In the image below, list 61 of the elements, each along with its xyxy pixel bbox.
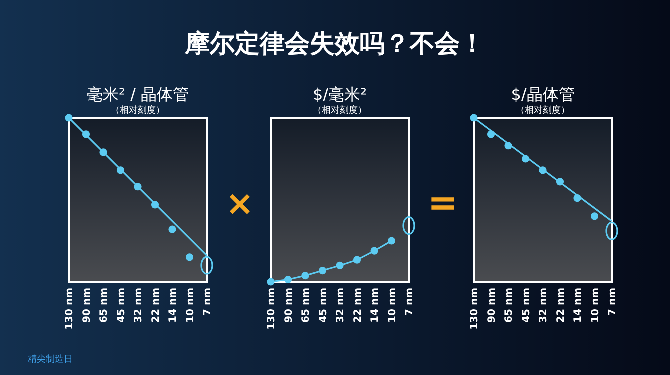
point xyxy=(186,254,194,262)
text: 精尖制造日 xyxy=(28,354,73,365)
x-tick-label: 90 nm xyxy=(284,288,295,323)
x-tick-label: 130 nm xyxy=(64,288,76,330)
point xyxy=(590,212,599,220)
point xyxy=(318,266,327,275)
point xyxy=(100,148,108,156)
x-tick-label: 10 nm xyxy=(185,288,196,323)
point xyxy=(284,276,292,284)
x-tick-label: 90 nm xyxy=(82,288,93,323)
x-tick-label: 32 nm xyxy=(538,288,550,323)
x-tick-label: 7 nm xyxy=(404,288,416,316)
text: = xyxy=(428,183,458,224)
x-tick-label: 65 nm xyxy=(301,288,312,323)
point xyxy=(134,183,142,191)
chart-title: $/晶体管 xyxy=(511,85,575,104)
x-tick-label: 7 nm xyxy=(202,288,214,316)
x-tick-label: 130 nm xyxy=(470,288,480,330)
x-tick-label: 130 nm xyxy=(266,288,278,330)
x-tick-label: 65 nm xyxy=(99,288,110,323)
point xyxy=(151,201,160,209)
x-tick-label: 32 nm xyxy=(336,288,346,323)
x-tick-label: 45 nm xyxy=(116,288,128,323)
point xyxy=(302,272,310,280)
point xyxy=(504,142,512,150)
text: 摩尔定律会失效吗？不会！ xyxy=(184,29,485,58)
point xyxy=(82,130,90,138)
point xyxy=(370,247,378,255)
point xyxy=(487,130,496,138)
point xyxy=(574,194,582,202)
text: × xyxy=(226,184,254,224)
point xyxy=(388,237,396,245)
x-tick-label: 65 nm xyxy=(504,288,515,323)
point xyxy=(556,178,564,186)
x-tick-label: 22 nm xyxy=(150,288,162,323)
x-tick-label: 14 nm xyxy=(370,288,381,323)
x-tick-label: 45 nm xyxy=(521,288,532,323)
x-tick-label: 7 nm xyxy=(608,288,618,316)
x-tick-label: 22 nm xyxy=(352,288,364,323)
chart-subtitle: （相对刻度） xyxy=(313,105,367,116)
x-tick-label: 22 nm xyxy=(556,288,567,323)
point xyxy=(267,278,275,286)
point xyxy=(116,166,125,174)
point xyxy=(539,166,547,174)
x-tick-label: 14 nm xyxy=(573,288,584,323)
chart-subtitle: （相对刻度） xyxy=(111,105,165,116)
point xyxy=(522,155,530,163)
point xyxy=(168,226,176,234)
x-tick-label: 45 nm xyxy=(318,288,330,323)
x-tick-label: 90 nm xyxy=(486,288,498,323)
x-tick-label: 14 nm xyxy=(168,288,179,323)
point xyxy=(353,256,362,264)
point xyxy=(470,114,478,122)
chart-title: 毫米² / 晶体管 xyxy=(87,85,189,104)
x-tick-label: 32 nm xyxy=(134,288,144,323)
chart-title: $/毫米² xyxy=(313,85,367,104)
x-tick-label: 10 nm xyxy=(590,288,602,323)
x-tick-label: 10 nm xyxy=(387,288,398,323)
chart-subtitle: （相对刻度） xyxy=(516,105,570,116)
point xyxy=(65,114,73,122)
point xyxy=(336,262,344,270)
